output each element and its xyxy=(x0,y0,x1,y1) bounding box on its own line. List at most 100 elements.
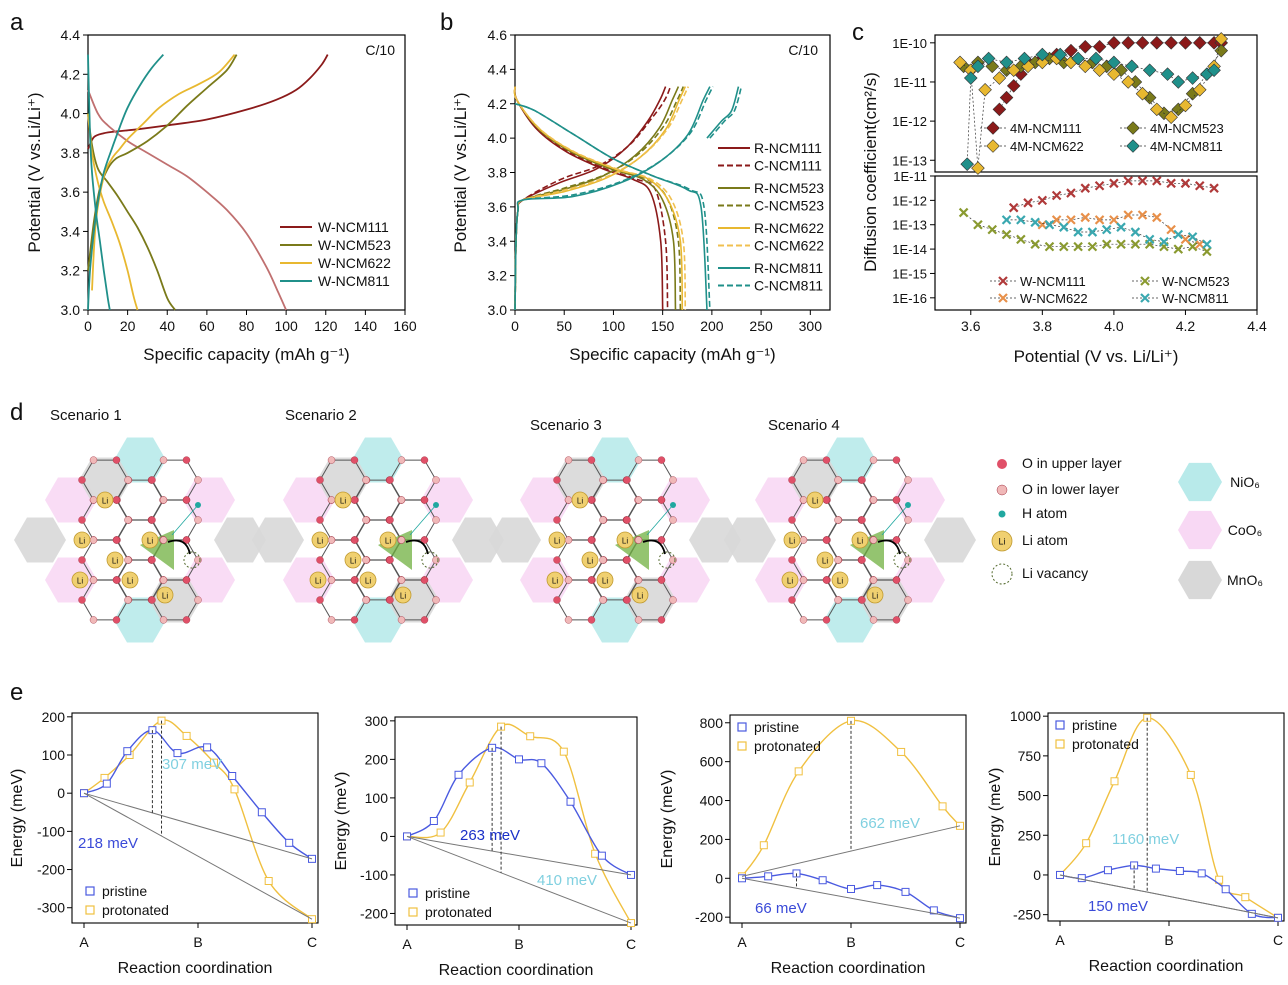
o-lower-atom xyxy=(564,496,573,504)
data-point-W-NCM523 xyxy=(973,219,983,230)
o-upper-atom xyxy=(112,616,121,624)
x-tick-label: 4.2 xyxy=(1176,318,1196,334)
y-tick-label: 0 xyxy=(57,785,65,801)
o-lower-atom xyxy=(362,516,370,524)
li-atom-label: Li xyxy=(315,577,321,586)
o-lower-atom xyxy=(432,596,440,604)
data-point-4M-NCM622 xyxy=(1078,59,1093,74)
li-atom xyxy=(571,491,589,509)
y-tick-label: 0 xyxy=(1033,867,1041,883)
li-atom-label: Li xyxy=(385,537,391,546)
data-point-pristine xyxy=(1077,874,1086,883)
y-tick-label: -200 xyxy=(37,862,65,878)
h-bond xyxy=(171,504,199,536)
li-atom-label: Li xyxy=(554,537,560,546)
o-upper-atom xyxy=(553,476,561,484)
x-axis-label: Reaction coordination xyxy=(771,960,926,977)
octahedron-ni xyxy=(114,597,166,643)
panel-label-b: b xyxy=(440,9,453,36)
barrier-annotation: 263 meV xyxy=(460,827,520,844)
o-lower-atom xyxy=(634,536,643,544)
o-upper-atom xyxy=(386,516,394,524)
data-point-W-NCM622 xyxy=(1051,215,1062,225)
legend-label: 4M-NCM523 xyxy=(1150,121,1224,136)
data-point-W-NCM811 xyxy=(1087,227,1098,237)
barrier-annotation: 150 meV xyxy=(1088,898,1148,915)
barrier-annotation: 662 meV xyxy=(860,815,920,832)
y-tick-label: -250 xyxy=(1013,907,1041,923)
o-lower-atom xyxy=(669,476,677,484)
o-lower-atom xyxy=(89,576,98,584)
o-lower-atom xyxy=(397,496,406,504)
data-point-4M-NCM811 xyxy=(981,51,996,66)
y-tick-label: 800 xyxy=(700,715,724,731)
legend-marker xyxy=(408,907,418,917)
data-point-W-NCM111 xyxy=(1066,188,1076,198)
data-point-W-NCM523 xyxy=(958,207,969,218)
baseline-protonated xyxy=(83,792,313,920)
data-point-pristine xyxy=(228,772,237,780)
li-atom-label: Li xyxy=(602,577,608,586)
legend-label: R-NCM523 xyxy=(754,180,824,196)
data-point-protonated xyxy=(794,767,803,776)
data-point-W-NCM811 xyxy=(1116,222,1126,232)
x-tick-label: 3.6 xyxy=(961,318,981,334)
o-lower-atom xyxy=(159,536,168,544)
li-atom-label: Li xyxy=(587,557,593,566)
o-lower-atom xyxy=(327,536,336,544)
o-lower-atom xyxy=(904,516,912,524)
li-atom-label: Li xyxy=(317,537,323,546)
data-point-protonated xyxy=(1110,777,1119,786)
data-point-protonated xyxy=(264,877,273,885)
legend-label: MnO₆ xyxy=(1227,572,1263,588)
data-point-W-NCM523 xyxy=(1187,241,1198,252)
y-tick-label: -100 xyxy=(360,867,388,883)
y-tick-label: 400 xyxy=(700,793,724,809)
data-point-W-NCM523 xyxy=(1059,241,1069,252)
data-point-pristine xyxy=(102,779,111,788)
data-point-W-NCM523 xyxy=(1116,239,1126,249)
legend-label: protonated xyxy=(1072,736,1139,752)
o-upper-atom xyxy=(587,536,596,544)
data-point-4M-NCM523 xyxy=(999,63,1014,78)
o-lower-atom xyxy=(869,616,878,624)
o-upper-atom xyxy=(587,616,596,624)
legend-label: W-NCM811 xyxy=(318,273,390,289)
x-axis-label: Reaction coordination xyxy=(118,960,273,977)
octahedron-co xyxy=(45,477,97,523)
data-point-protonated xyxy=(559,747,568,756)
scenario-title: Scenario 3 xyxy=(530,417,602,434)
migration-arrow xyxy=(877,539,901,555)
y-axis-label: Energy (meV) xyxy=(987,768,1004,867)
octahedron-co xyxy=(755,477,807,523)
o-lower-atom xyxy=(634,456,643,464)
octahedron-ni xyxy=(352,597,404,643)
data-point-W-NCM811 xyxy=(1059,222,1069,232)
o-lower-atom xyxy=(599,556,607,564)
o-upper-atom xyxy=(148,476,156,484)
octahedron-mn xyxy=(554,457,606,503)
o-upper-atom xyxy=(182,456,191,464)
o-lower-atom xyxy=(89,536,98,544)
o-upper-atom xyxy=(623,516,631,524)
y-tick-label: 4.4 xyxy=(488,61,508,77)
o-upper-atom xyxy=(892,496,901,504)
legend-marker xyxy=(986,139,1000,153)
plot-frame-e1 xyxy=(71,712,319,924)
data-point-4M-NCM111 xyxy=(1092,39,1107,54)
plot-frame-c-top xyxy=(934,34,1258,173)
o-upper-atom xyxy=(112,496,121,504)
data-point-pristine xyxy=(1221,885,1230,894)
octahedron-mn xyxy=(789,457,841,503)
o-upper-atom xyxy=(420,576,429,584)
legend-label: pristine xyxy=(102,883,147,899)
legend-marker xyxy=(998,293,1008,303)
data-point-pristine xyxy=(764,872,773,881)
li-atom xyxy=(156,586,174,604)
data-point-W-NCM523 xyxy=(1073,241,1083,252)
o-lower-atom xyxy=(669,596,677,604)
x-tick-label: 120 xyxy=(314,318,338,334)
legend-label: O in lower layer xyxy=(1022,481,1120,497)
data-point-pristine xyxy=(901,887,910,896)
